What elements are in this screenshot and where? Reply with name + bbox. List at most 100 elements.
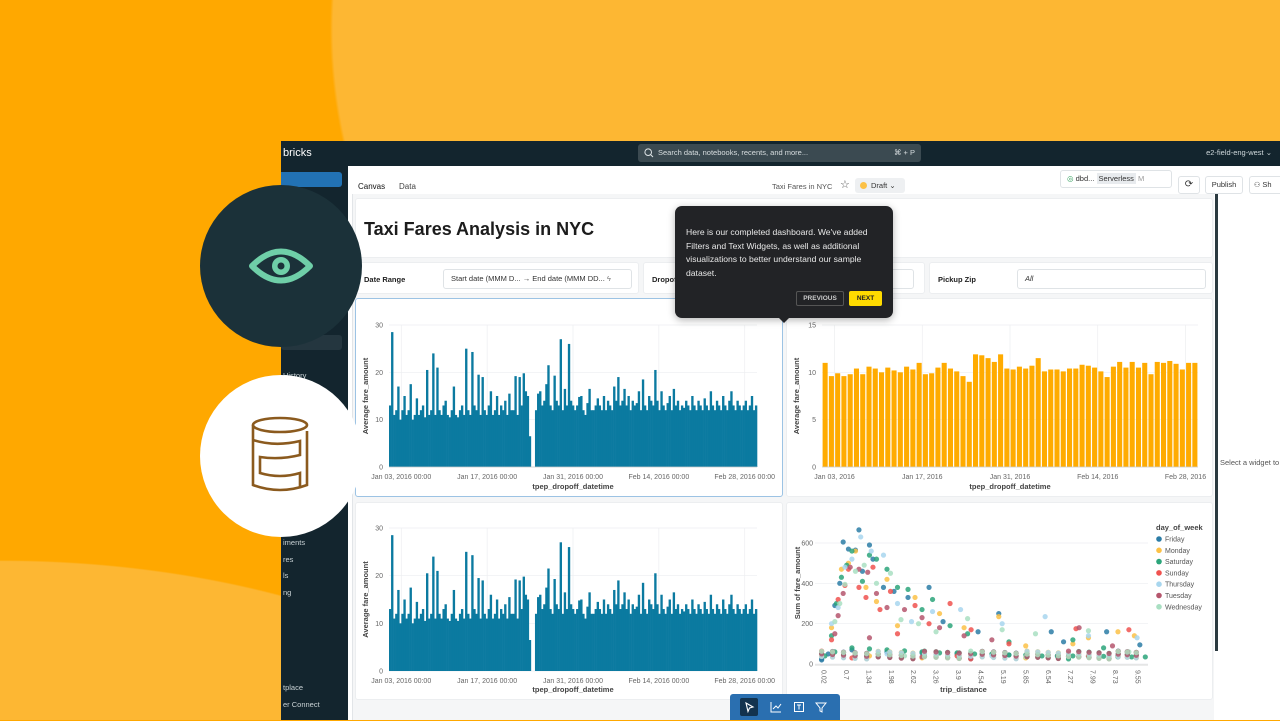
select-tool-button[interactable] — [740, 698, 758, 716]
bar — [506, 618, 509, 671]
bar — [432, 353, 435, 467]
dashboard-name[interactable]: Taxi Fares in NYC — [772, 182, 833, 191]
scatter-point — [880, 584, 887, 590]
bar — [652, 609, 655, 671]
sidebar-item-new[interactable] — [281, 172, 342, 187]
bar — [514, 579, 517, 671]
scatter-point — [1106, 650, 1112, 657]
bar — [485, 618, 488, 671]
bar — [648, 396, 651, 467]
bar — [639, 613, 643, 671]
legend-marker — [1156, 581, 1162, 587]
sidebar-item-models[interactable]: ls — [283, 571, 289, 580]
bar — [637, 594, 641, 671]
sidebar-item-experiments[interactable]: iments — [283, 538, 306, 547]
sidebar-item-partner-connect[interactable]: er Connect — [283, 700, 320, 709]
bar — [1129, 361, 1135, 467]
date-range-input[interactable]: Start date (MMM D... → End date (MMM DD.… — [443, 269, 632, 289]
y-tick-label: 0 — [809, 662, 813, 669]
bar — [580, 599, 583, 671]
filter-date-range[interactable]: Date Range Start date (MMM D... → End da… — [355, 262, 639, 294]
search-input[interactable]: Search data, notebooks, recents, and mor… — [638, 144, 921, 162]
add-filter-button[interactable] — [812, 698, 830, 716]
scatter-point — [947, 623, 953, 629]
scatter-point — [835, 613, 841, 619]
publish-button[interactable]: Publish — [1205, 176, 1243, 194]
scatter-point — [1085, 633, 1092, 639]
bar — [473, 405, 476, 467]
scatter-point — [945, 649, 951, 656]
bar — [442, 609, 445, 671]
bar — [619, 609, 622, 671]
scatter-point — [1133, 650, 1139, 656]
scatter-point — [835, 604, 841, 611]
sidebar-item-features[interactable]: res — [283, 555, 294, 564]
sidebar-item-serving[interactable]: ng — [283, 588, 292, 597]
page-title: Taxi Fares Analysis in NYC — [364, 219, 595, 239]
scatter-point — [1101, 645, 1107, 651]
bar — [872, 368, 878, 467]
scatter-point — [968, 648, 974, 654]
draft-status-dropdown[interactable]: Draft ⌄ — [855, 178, 905, 193]
scatter-point — [975, 629, 981, 635]
y-axis-label: Average fare_amount — [792, 357, 801, 434]
scatter-point — [1070, 641, 1076, 647]
pickup-zip-select[interactable]: All — [1017, 269, 1206, 289]
add-visualization-button[interactable] — [767, 698, 785, 716]
scrollbar[interactable] — [1215, 194, 1218, 651]
scatter-point — [979, 649, 985, 655]
bar — [660, 391, 663, 467]
scatter-point — [910, 653, 916, 659]
bar — [748, 405, 752, 467]
previous-button[interactable]: PREVIOUS — [796, 291, 844, 306]
scatter-point — [835, 596, 841, 603]
bar — [541, 609, 544, 671]
bar — [904, 366, 910, 467]
bar — [606, 400, 610, 467]
bar — [477, 374, 480, 467]
bar — [713, 410, 717, 467]
bar — [389, 405, 392, 467]
scatter-point — [859, 578, 866, 584]
bar — [409, 384, 412, 467]
scatter-point — [936, 610, 943, 617]
y-tick-label: 0 — [379, 669, 383, 676]
scatter-point — [1134, 635, 1140, 641]
scatter-point — [866, 646, 873, 652]
scatter-point — [819, 648, 825, 654]
chart-widget-scatter[interactable] — [786, 502, 1213, 700]
add-text-button[interactable] — [790, 698, 808, 716]
bar — [565, 405, 569, 467]
bar — [578, 396, 581, 467]
bar — [450, 410, 454, 467]
bar — [469, 414, 472, 467]
filter-label: Dropof — [652, 275, 677, 284]
bar — [497, 414, 501, 467]
x-tick-label: Jan 31, 2016 00:00 — [543, 678, 603, 685]
scatter-point — [856, 527, 862, 533]
tab-data[interactable]: Data — [399, 182, 416, 191]
bar — [641, 582, 645, 671]
bar — [561, 410, 565, 467]
scatter-point — [961, 625, 967, 631]
bar — [707, 410, 711, 467]
bar — [715, 604, 719, 671]
share-button[interactable]: ⚇ Sh — [1249, 176, 1280, 194]
warehouse-selector[interactable]: ◎ dbd... Serverless M — [1060, 170, 1172, 188]
bar — [623, 388, 626, 467]
star-icon[interactable]: ☆ — [840, 179, 850, 191]
bar — [991, 361, 997, 467]
bar — [693, 609, 696, 671]
workspace-switcher[interactable]: e2-field-eng-west ⌄ — [1206, 148, 1272, 157]
start-date: Start date (MMM D... — [451, 274, 521, 283]
scatter-point — [842, 564, 848, 570]
next-button[interactable]: NEXT — [849, 291, 882, 306]
bar — [711, 609, 715, 671]
scatter-point — [863, 594, 869, 601]
filter-pickup-zip[interactable]: Pickup Zip All — [929, 262, 1213, 294]
bar — [440, 618, 443, 671]
refresh-button[interactable]: ⟳ — [1178, 176, 1200, 194]
bar — [689, 410, 692, 467]
search-icon — [644, 148, 654, 158]
sidebar-item-marketplace[interactable]: tplace — [283, 683, 304, 692]
